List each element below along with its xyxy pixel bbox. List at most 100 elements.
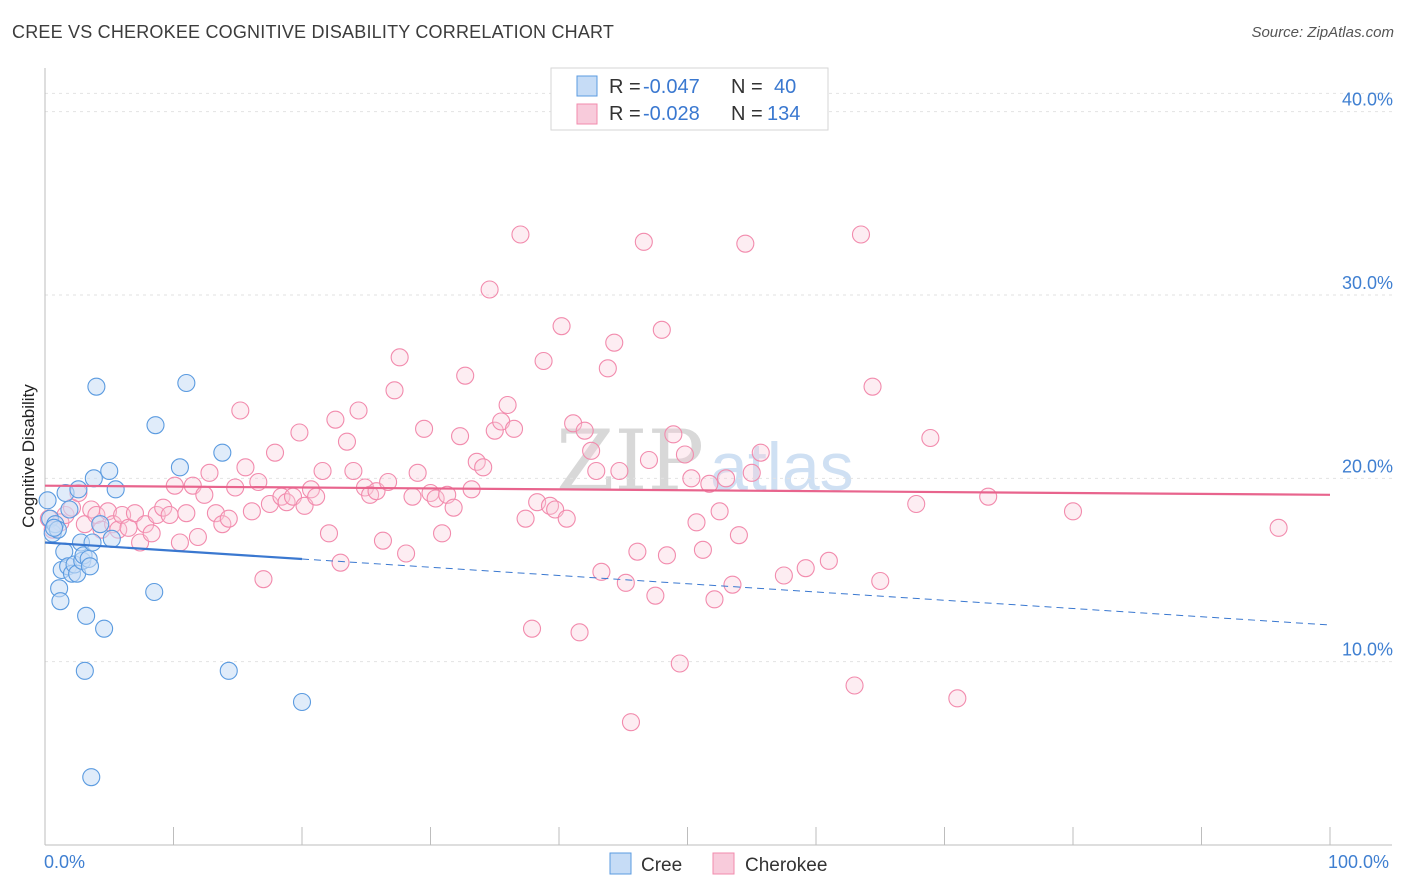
cherokee-point (511, 225, 530, 244)
cree-trend-extension (301, 558, 1331, 626)
cherokee-point (693, 540, 712, 559)
legend-r-label-cherokee: R = (609, 103, 641, 125)
cherokee-point (290, 423, 309, 442)
cherokee-point (948, 689, 967, 708)
cherokee-point (474, 458, 493, 477)
cherokee-point (415, 419, 434, 438)
legend-n-value-cherokee: 134 (767, 103, 800, 125)
cherokee-point (516, 509, 535, 528)
cherokee-point (242, 502, 261, 521)
source-label: Source: ZipAtlas.com (1251, 24, 1394, 41)
cherokee-point (231, 401, 250, 420)
cherokee-point (188, 527, 207, 547)
cherokee-point (504, 419, 524, 438)
cree-point (106, 480, 125, 499)
cherokee-point (700, 474, 719, 493)
cherokee-point (390, 348, 409, 367)
y-tick-labels: 10.0% 20.0% 30.0% 40.0% (1342, 90, 1393, 660)
cherokee-point (751, 443, 770, 462)
cherokee-point (200, 463, 219, 482)
cherokee-point (373, 531, 393, 550)
cherokee-point (652, 320, 671, 339)
cherokee-point (582, 441, 601, 460)
cherokee-point (705, 590, 724, 609)
cherokee-point (552, 317, 571, 336)
y-axis-title: Cognitive Disability (19, 384, 38, 528)
cherokee-point (307, 487, 326, 506)
cherokee-point (480, 280, 499, 299)
x-tick-label-max: 100.0% (1328, 852, 1389, 872)
cree-point (87, 377, 106, 396)
chart-title: CREE VS CHEROKEE COGNITIVE DISABILITY CO… (12, 22, 615, 42)
cherokee-point (845, 676, 864, 695)
cherokee-trend-line (44, 484, 1331, 496)
grid-lines (45, 92, 1392, 663)
cree-point (95, 619, 114, 638)
cherokee-point (426, 489, 445, 508)
y-tick-label: 10.0% (1342, 640, 1393, 660)
cherokee-point (522, 619, 542, 638)
axes (44, 68, 1392, 846)
cherokee-point (433, 524, 452, 543)
cherokee-point (319, 524, 339, 543)
cherokee-point (605, 333, 624, 352)
cree-point (38, 491, 57, 510)
cherokee-point (564, 414, 583, 433)
cree-point (80, 557, 100, 576)
cree-point (60, 500, 79, 519)
cree-point (213, 443, 232, 462)
cherokee-point (498, 395, 517, 415)
cherokee-point (1269, 518, 1288, 537)
cherokee-point (723, 575, 742, 594)
cree-point (69, 480, 88, 499)
cherokee-point (485, 421, 504, 440)
cherokee-point (729, 526, 748, 545)
cree-point (82, 768, 101, 787)
cherokee-point (254, 570, 273, 589)
cherokee-point (349, 401, 368, 420)
cherokee-point (682, 469, 701, 488)
cherokee-point (160, 505, 179, 525)
cherokee-point (639, 450, 659, 470)
cherokee-point (326, 410, 345, 429)
cherokee-point (863, 377, 882, 396)
cherokee-point (716, 469, 736, 488)
cherokee-point (313, 461, 332, 481)
legend-n-label-cree: N = (731, 76, 763, 98)
cherokee-point (742, 463, 761, 482)
cree-point (84, 469, 103, 488)
cherokee-point (819, 551, 838, 570)
cherokee-point (219, 509, 238, 528)
cherokee-point (177, 504, 196, 523)
cherokee-point (385, 381, 404, 400)
cherokee-point (1063, 502, 1083, 521)
cree-point (77, 606, 96, 625)
cherokee-point (687, 513, 706, 532)
y-tick-label: 30.0% (1342, 273, 1393, 293)
cherokee-point (587, 461, 606, 481)
cherokee-point (774, 566, 793, 585)
cherokee-point (610, 461, 629, 481)
cree-point (177, 373, 196, 393)
cherokee-point (557, 509, 576, 528)
cherokee-point (379, 472, 398, 492)
cherokee-point (575, 421, 594, 440)
cherokee-point (979, 487, 998, 506)
cherokee-point (634, 232, 653, 251)
cherokee-point (675, 445, 694, 464)
legend-r-value-cherokee: -0.028 (643, 103, 700, 125)
cherokee-point (592, 562, 611, 581)
cherokee-series (39, 225, 1288, 732)
cherokee-point (170, 533, 189, 552)
cree-point (91, 515, 110, 534)
cherokee-point (408, 463, 427, 482)
cherokee-point (670, 654, 689, 673)
cherokee-point (657, 546, 676, 565)
cherokee-point (628, 542, 647, 561)
legend-r-label-cree: R = (609, 76, 641, 98)
cherokee-point (664, 425, 683, 444)
cree-trend-line (44, 541, 303, 561)
cherokee-point (142, 524, 161, 543)
cree-point (102, 529, 121, 548)
cherokee-point (646, 586, 665, 605)
